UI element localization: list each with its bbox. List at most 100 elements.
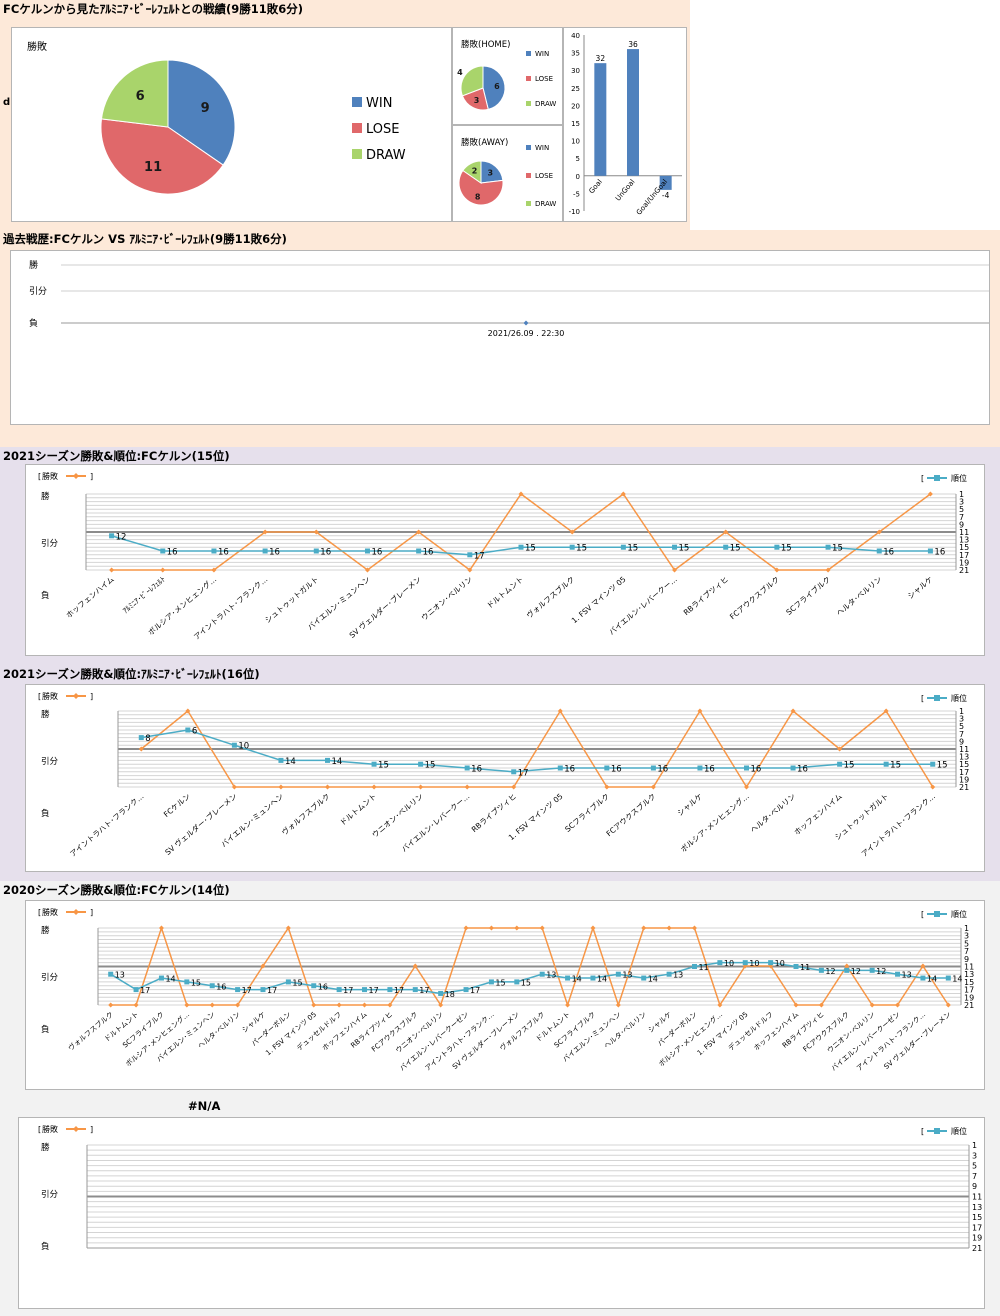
y-label-win: 勝 (41, 491, 50, 502)
result-point (723, 529, 729, 535)
result-point (412, 963, 418, 969)
pie-data-label: 2 (472, 166, 478, 175)
result-point (464, 784, 470, 790)
category-label: ヴォルフスブルク (279, 791, 331, 837)
rank-data-label: 15 (378, 761, 389, 771)
legend-label: DRAW (366, 148, 406, 163)
rank-line (141, 729, 933, 773)
legend-rank-bracket-open: [ (921, 910, 924, 919)
y-label: 引分 (29, 286, 47, 297)
y-label-lose: 負 (41, 1241, 50, 1252)
rank-data-label: 15 (730, 544, 741, 554)
pie-data-label: 6 (494, 82, 500, 91)
season-box-3: [勝敗][順位勝引分負 1 3 5 7 9 11 13 15 17 19 21 13 17 14 15 16 17… (25, 900, 985, 1090)
rank-point (539, 971, 545, 977)
result-point (336, 1002, 342, 1008)
category-label: ドルトムント (485, 575, 525, 611)
rank-data-label: 15 (521, 978, 531, 987)
away-legend-item-draw: DRAW (526, 200, 556, 208)
rank-point (565, 975, 571, 981)
legend-rank-label: 順位 (951, 1126, 967, 1136)
rank-data-label: 14 (927, 975, 937, 984)
rank-point (412, 987, 418, 993)
category-label: FCアウクスブルク (604, 791, 658, 838)
result-point (641, 925, 647, 931)
result-point (945, 1002, 951, 1008)
rank-point (672, 544, 678, 550)
result-point (774, 567, 780, 573)
rank-tick-label: 17 (959, 551, 969, 560)
rank-point (463, 987, 469, 993)
result-point (691, 925, 697, 931)
rank-data-label: 15 (832, 544, 843, 554)
pie-slice-win (480, 160, 504, 184)
panel-title-3: 2020シーズン勝敗&順位:FCケルン(14位) (3, 883, 230, 897)
main-legend-item-lose: LOSE (352, 122, 399, 137)
x-tick-label: UnGoal (614, 178, 637, 203)
legend-result-label: 勝敗 (42, 691, 58, 701)
rank-tick-label: 7 (959, 730, 964, 739)
rank-data-label: 13 (673, 971, 683, 980)
legend-rank-bracket-open: [ (921, 1127, 924, 1136)
away-legend-item-lose: LOSE (526, 172, 553, 180)
result-point (604, 784, 610, 790)
rank-point (138, 735, 144, 741)
rank-data-label: 6 (192, 727, 197, 737)
rank-point (920, 975, 926, 981)
legend-result-bracket-close: ] (90, 1125, 93, 1134)
rank-data-label: 11 (698, 963, 708, 972)
rank-point (511, 769, 517, 775)
result-point (262, 529, 268, 535)
rank-data-label: 15 (844, 761, 855, 771)
rank-point (464, 765, 470, 771)
rank-data-label: 14 (165, 975, 175, 984)
away-pie-label: 勝敗(AWAY) (461, 138, 509, 148)
rank-point (615, 971, 621, 977)
y-tick-label: 5 (576, 155, 580, 163)
rank-data-label: 13 (115, 971, 125, 980)
category-label: ヴォルフスブルク (524, 574, 576, 620)
rank-tick-label: 9 (972, 1182, 977, 1191)
history-point-label: 2021/26.09 . 22:30 (488, 329, 565, 338)
rank-data-label: 17 (343, 986, 353, 995)
rank-tick-label: 15 (959, 760, 969, 769)
rank-point (876, 548, 882, 554)
history-point (523, 320, 529, 326)
result-point (463, 925, 469, 931)
rank-tick-label: 9 (959, 737, 964, 746)
legend-result-label: 勝敗 (42, 907, 58, 917)
category-label: ヘルタ･ベルリン (196, 1010, 242, 1051)
away-pie-box: 勝敗(AWAY) 3 8 2 WIN LOSE DRAW (452, 125, 563, 222)
category-label: FCケルン (162, 792, 192, 819)
result-point (895, 1002, 901, 1008)
rank-data-label: 15 (191, 978, 201, 987)
category-label: ホッフェンハイム (792, 792, 844, 837)
legend-result-label: 勝敗 (42, 471, 58, 481)
rank-data-label: 16 (751, 765, 762, 775)
stray-letter: d (3, 97, 11, 108)
y-tick-label: -5 (573, 190, 580, 198)
panel-title-2: 2021シーズン勝敗&順位:ｱﾙﾐﾆｱ･ﾋﾞｰﾚﾌｪﾙﾄ(16位) (3, 667, 260, 681)
legend-label: LOSE (535, 75, 554, 83)
result-point (876, 529, 882, 535)
rank-point (387, 987, 393, 993)
rank-data-label: 15 (292, 978, 302, 987)
rank-tick-label: 5 (972, 1162, 977, 1171)
result-point (160, 567, 166, 573)
rank-tick-label: 19 (959, 775, 969, 784)
rank-point (930, 761, 936, 767)
legend-swatch (352, 97, 362, 107)
rank-data-label: 13 (902, 971, 912, 980)
pie-data-label: 9 (201, 101, 210, 116)
pie-data-label: 3 (487, 168, 493, 177)
pie-slice-draw (460, 65, 484, 97)
rank-point (569, 544, 575, 550)
rank-point (744, 765, 749, 771)
legend-swatch (352, 149, 362, 159)
rank-point (260, 987, 266, 993)
home-pie-chart: 6 3 4 (457, 65, 506, 111)
main-legend-item-draw: DRAW (352, 148, 406, 163)
rank-point (184, 979, 190, 985)
rank-tick-label: 11 (959, 745, 969, 754)
rank-data-label: 16 (564, 765, 575, 775)
